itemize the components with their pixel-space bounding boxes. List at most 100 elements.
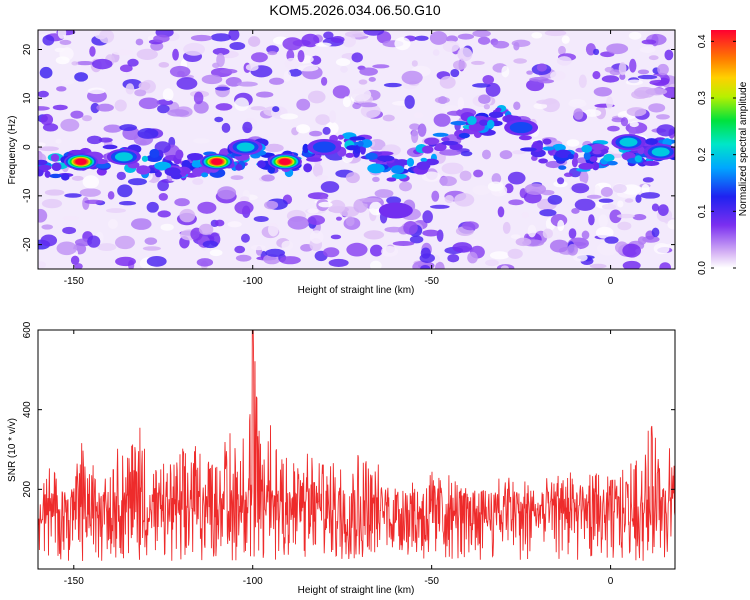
heatmap-ridge-cell — [488, 111, 504, 118]
heatmap-noise-cell — [197, 201, 217, 214]
colorbar-tick-label: 0.4 — [697, 34, 708, 48]
heatmap-noise-cell — [230, 175, 244, 180]
heatmap-noise-cell — [648, 103, 666, 113]
heatmap-ridge-cell — [192, 167, 204, 177]
heatmap-ridge-cell — [590, 143, 606, 151]
heatmap-noise-cell — [566, 139, 580, 147]
heatmap-noise-cell — [600, 186, 613, 198]
heatmap-noise-cell — [281, 240, 294, 251]
heatmap-noise-cell — [609, 69, 622, 76]
heatmap-ridge-cell — [424, 137, 440, 145]
heatmap-noise-cell — [567, 244, 578, 256]
heatmap-noise-cell — [38, 208, 48, 223]
heatmap-noise-cell — [450, 68, 460, 78]
heatmap-noise-cell — [452, 60, 467, 71]
heatmap-ridge-cell — [367, 163, 385, 174]
snr-y-tick-label: 400 — [22, 401, 33, 418]
heatmap-noise-cell — [507, 248, 523, 259]
heatmap-ridge-cell — [589, 156, 598, 162]
heatmap-noise-cell — [429, 31, 448, 45]
heatmap-noise-cell — [593, 87, 613, 97]
heatmap-ridge-cell — [421, 145, 434, 154]
heatmap-ridge-cell — [346, 145, 359, 151]
colorbar-gradient — [711, 30, 736, 268]
heatmap-noise-cell — [394, 37, 411, 51]
heatmap-peak — [619, 137, 638, 147]
heatmap-noise-cell — [471, 60, 485, 65]
heatmap-noise-cell — [44, 189, 65, 196]
heatmap-noise-cell — [598, 214, 608, 228]
heatmap-noise-cell — [332, 85, 350, 99]
heatmap-noise-cell — [107, 191, 115, 200]
heatmap-noise-cell — [70, 255, 80, 266]
heatmap-ridge-cell — [578, 162, 595, 170]
heatmap-noise-cell — [267, 51, 278, 56]
heatmap-noise-cell — [284, 57, 300, 70]
heatmap-noise-cell — [487, 181, 504, 192]
heatmap-noise-cell — [563, 172, 573, 177]
heatmap-ridge-cell — [450, 120, 468, 126]
heatmap-peak — [279, 158, 291, 165]
heatmap-noise-cell — [596, 241, 619, 256]
heatmap-noise-cell — [620, 117, 629, 127]
heatmap-peak — [114, 152, 133, 162]
heatmap-noise-cell — [115, 256, 136, 267]
heatmap-noise-cell — [558, 45, 566, 56]
heatmap-noise-cell — [641, 183, 650, 195]
heatmap-noise-cell — [645, 87, 668, 96]
heatmap-noise-cell — [98, 137, 113, 143]
heatmap-ridge-cell — [449, 143, 463, 151]
heatmap-noise-cell — [502, 221, 511, 234]
heatmap-noise-cell — [374, 189, 394, 198]
heatmap-ridge-cell — [441, 137, 450, 142]
heatmap-noise-cell — [40, 234, 58, 247]
heatmap-noise-cell — [55, 56, 70, 65]
heatmap-noise-cell — [609, 209, 622, 224]
heatmap-ridge-cell — [136, 165, 151, 175]
heatmap-noise-cell — [399, 181, 413, 192]
heatmap-noise-cell — [315, 42, 332, 47]
spectrogram-y-label: Frequency (Hz) — [7, 116, 18, 185]
heatmap-noise-cell — [363, 230, 385, 240]
heatmap-noise-cell — [267, 222, 279, 237]
heatmap-noise-cell — [497, 206, 505, 218]
heatmap-ridge-cell — [542, 138, 552, 145]
heatmap-noise-cell — [382, 114, 395, 122]
heatmap-noise-cell — [457, 96, 465, 110]
heatmap-noise-cell — [537, 79, 555, 84]
heatmap-noise-cell — [589, 263, 607, 269]
heatmap-noise-cell — [82, 175, 100, 189]
heatmap-noise-cell — [92, 58, 113, 70]
snr-x-label: Height of straight line (km) — [298, 585, 415, 596]
heatmap-noise-cell — [542, 228, 554, 239]
heatmap-noise-cell — [320, 181, 340, 193]
heatmap-noise-cell — [384, 226, 404, 233]
heatmap-noise-cell — [417, 123, 427, 137]
heatmap-ridge-cell — [386, 177, 397, 182]
heatmap-noise-cell — [501, 65, 510, 78]
heatmap-noise-cell — [606, 43, 629, 55]
heatmap-noise-cell — [651, 227, 660, 238]
heatmap-ridge-cell — [634, 155, 643, 163]
snr-y-tick-label: 200 — [22, 481, 33, 498]
snr-y-label: SNR (10 * v/v) — [7, 418, 18, 482]
heatmap-noise-cell — [524, 183, 547, 195]
heatmap-noise-cell — [52, 104, 68, 111]
heatmap-noise-cell — [342, 96, 351, 108]
heatmap-ridge-cell — [645, 138, 658, 145]
heatmap-peak — [312, 141, 336, 153]
snr-frame — [37, 329, 676, 570]
heatmap-noise-cell — [419, 253, 435, 263]
heatmap-noise-cell — [335, 216, 342, 221]
heatmap-ridge-cell — [365, 152, 378, 160]
heatmap-noise-cell — [114, 235, 135, 250]
heatmap-noise-cell — [359, 197, 382, 203]
spectrogram-y-tick-label: -10 — [22, 188, 33, 203]
heatmap-noise-cell — [619, 73, 626, 80]
heatmap-ridge-cell — [603, 153, 615, 162]
heatmap-noise-cell — [513, 101, 521, 110]
heatmap-noise-cell — [413, 112, 424, 119]
heatmap-noise-cell — [368, 77, 376, 82]
heatmap-noise-cell — [107, 218, 118, 229]
heatmap-noise-cell — [381, 246, 399, 257]
